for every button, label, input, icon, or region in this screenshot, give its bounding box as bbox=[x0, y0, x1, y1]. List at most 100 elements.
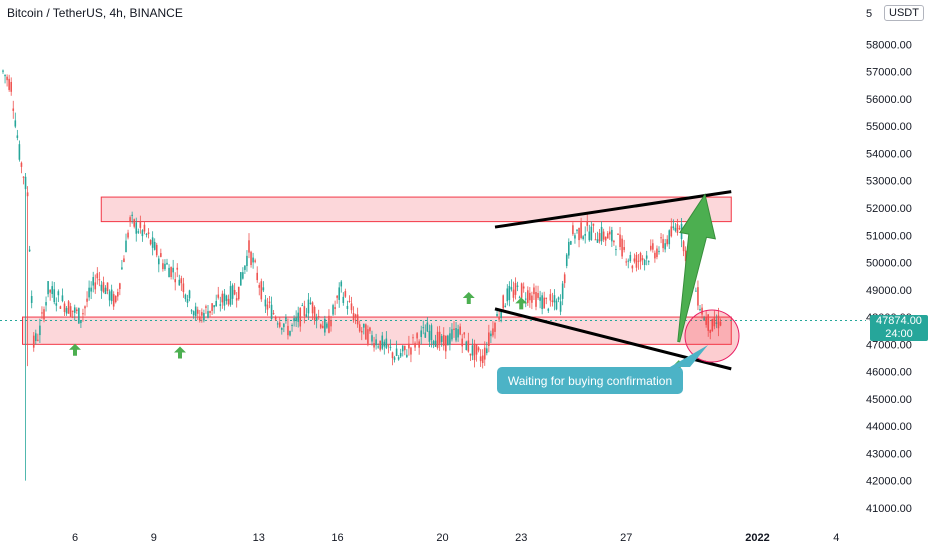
up-arrow-marker bbox=[174, 346, 186, 359]
candle-body bbox=[572, 225, 574, 235]
candle-body bbox=[381, 335, 384, 349]
candle-body bbox=[393, 357, 396, 360]
candle-body bbox=[508, 285, 511, 301]
candle-body bbox=[537, 293, 539, 298]
candle-body bbox=[55, 303, 58, 306]
candle-body bbox=[84, 306, 86, 309]
candle-body bbox=[658, 250, 660, 252]
candle-body bbox=[379, 340, 381, 350]
candle-body bbox=[635, 254, 638, 268]
candle-body bbox=[30, 296, 33, 303]
candle-body bbox=[703, 317, 705, 321]
candle-body bbox=[205, 306, 207, 308]
candle-body bbox=[203, 313, 205, 321]
candle-body bbox=[588, 231, 591, 241]
candle-body bbox=[518, 297, 521, 299]
candle-body bbox=[143, 224, 146, 232]
candle-body bbox=[10, 81, 12, 92]
candle-body bbox=[28, 249, 31, 252]
candle-body bbox=[188, 290, 191, 299]
candle-body bbox=[137, 231, 140, 233]
candle-body bbox=[229, 286, 232, 305]
candle-body bbox=[582, 236, 584, 240]
annotation-note: Waiting for buying confirmation bbox=[497, 367, 683, 394]
candle-body bbox=[53, 289, 56, 303]
candle-body bbox=[631, 265, 634, 269]
candle-body bbox=[170, 267, 172, 277]
candle-body bbox=[287, 325, 289, 336]
candle-body bbox=[338, 287, 340, 300]
candle-body bbox=[59, 306, 62, 309]
candle-body bbox=[336, 295, 338, 298]
currency-badge[interactable]: USDT bbox=[884, 5, 924, 21]
candle-body bbox=[110, 289, 113, 302]
candle-body bbox=[297, 312, 299, 322]
candle-body bbox=[551, 300, 554, 303]
candle-body bbox=[201, 312, 203, 316]
candle-body bbox=[139, 222, 142, 228]
candle-body bbox=[705, 317, 707, 325]
candle-body bbox=[479, 356, 482, 362]
candle-body bbox=[307, 299, 310, 314]
candle-body bbox=[449, 333, 451, 345]
candle-body bbox=[262, 287, 265, 291]
candle-body bbox=[293, 318, 295, 322]
candle-body bbox=[141, 230, 144, 237]
candle-body bbox=[215, 300, 217, 307]
candle-body bbox=[383, 341, 386, 347]
candle-body bbox=[672, 226, 675, 229]
candle-body bbox=[18, 144, 21, 160]
candle-body bbox=[184, 294, 187, 300]
candle-body bbox=[617, 233, 619, 235]
candle-body bbox=[153, 241, 156, 250]
candle-body bbox=[467, 340, 470, 352]
candle-body bbox=[90, 287, 92, 292]
candle-body bbox=[250, 251, 252, 265]
candle-body bbox=[352, 313, 355, 321]
candle-body bbox=[278, 322, 281, 327]
y-tick-label: 44000.00 bbox=[866, 421, 912, 433]
countdown-label: 24:00 bbox=[885, 328, 913, 340]
candle-body bbox=[104, 287, 107, 295]
target-arrow[interactable] bbox=[677, 193, 717, 343]
x-tick-label: 6 bbox=[72, 532, 78, 544]
candle-body bbox=[324, 318, 326, 333]
candle-body bbox=[363, 323, 365, 328]
candle-body bbox=[586, 221, 589, 226]
candle-body bbox=[637, 260, 640, 262]
candle-body bbox=[149, 239, 152, 245]
candle-body bbox=[194, 306, 197, 317]
candle-body bbox=[117, 292, 119, 297]
candle-body bbox=[164, 263, 166, 270]
candle-body bbox=[488, 332, 490, 347]
candle-body bbox=[615, 249, 617, 251]
candle-body bbox=[412, 337, 414, 339]
candle-body bbox=[268, 301, 271, 304]
y-tick-label: 57000.00 bbox=[866, 67, 912, 79]
candle-body bbox=[100, 284, 103, 291]
candle-body bbox=[223, 293, 226, 306]
candle-body bbox=[129, 217, 131, 222]
candle-body bbox=[20, 162, 23, 167]
candle-body bbox=[459, 326, 461, 335]
y-tick-label: 43000.00 bbox=[866, 448, 912, 460]
candle-body bbox=[684, 250, 687, 262]
candle-body bbox=[604, 236, 607, 241]
candle-body bbox=[270, 304, 273, 319]
candle-body bbox=[14, 120, 17, 127]
candle-body bbox=[391, 352, 394, 359]
candle-body bbox=[553, 295, 556, 303]
candle-body bbox=[695, 290, 697, 292]
candle-body bbox=[490, 333, 492, 337]
candle-body bbox=[340, 281, 343, 287]
candle-body bbox=[260, 281, 263, 300]
candle-body bbox=[584, 234, 586, 236]
candle-body bbox=[629, 255, 632, 262]
candle-body bbox=[252, 257, 254, 263]
upper-trendline[interactable] bbox=[494, 190, 732, 229]
candle-body bbox=[713, 317, 716, 327]
candle-body bbox=[49, 289, 51, 293]
current-price-tag: 47874.00 24:00 bbox=[870, 315, 928, 341]
y-tick-label: 41000.00 bbox=[866, 503, 912, 515]
